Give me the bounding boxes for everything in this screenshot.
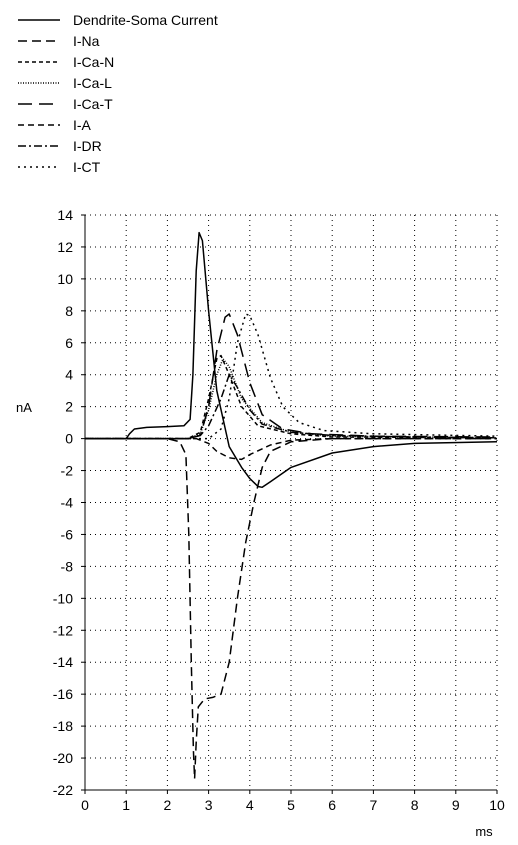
y-tick-label: -20 bbox=[53, 750, 73, 766]
y-tick-label: -14 bbox=[53, 654, 73, 670]
legend-label: I-Ca-N bbox=[73, 54, 114, 70]
legend-label: I-A bbox=[73, 117, 92, 133]
y-tick-label: 2 bbox=[65, 399, 73, 415]
y-axis-label: nA bbox=[16, 400, 32, 415]
series-line-4 bbox=[85, 358, 498, 440]
series-line-3 bbox=[85, 354, 498, 440]
x-tick-label: 8 bbox=[411, 797, 419, 813]
y-tick-label: 14 bbox=[57, 207, 73, 223]
x-tick-label: 9 bbox=[452, 797, 460, 813]
legend-label: I-CT bbox=[73, 159, 101, 175]
y-tick-label: -10 bbox=[53, 590, 73, 606]
x-tick-label: 7 bbox=[370, 797, 378, 813]
legend: Dendrite-Soma Current I-Na I-Ca-N I-Ca-L I-C… bbox=[18, 12, 218, 175]
x-tick-label: 2 bbox=[164, 797, 172, 813]
series-line-7 bbox=[85, 373, 498, 440]
legend-label: I-DR bbox=[73, 138, 102, 154]
series-line-2 bbox=[85, 437, 497, 780]
legend-label: I-Ca-L bbox=[73, 75, 112, 91]
x-axis-label: ms bbox=[475, 824, 493, 839]
x-tick-label: 1 bbox=[122, 797, 130, 813]
legend-label: Dendrite-Soma Current bbox=[73, 12, 218, 28]
series-line-8 bbox=[85, 313, 498, 440]
y-tick-label: -2 bbox=[61, 463, 74, 479]
grid bbox=[85, 215, 497, 790]
legend-label: I-Na bbox=[73, 33, 100, 49]
y-tick-label: 10 bbox=[57, 271, 73, 287]
y-tick-label: 0 bbox=[65, 431, 73, 447]
y-tick-label: 8 bbox=[65, 303, 73, 319]
y-tick-label: 4 bbox=[65, 367, 73, 383]
y-tick-label: 6 bbox=[65, 335, 73, 351]
y-tick-label: -18 bbox=[53, 718, 73, 734]
x-tick-label: 0 bbox=[81, 797, 89, 813]
series-line-5 bbox=[85, 313, 498, 440]
y-tick-label: -12 bbox=[53, 622, 73, 638]
x-tick-label: 4 bbox=[246, 797, 254, 813]
x-tick-label: 10 bbox=[489, 797, 505, 813]
legend-label: I-Ca-T bbox=[73, 96, 113, 112]
y-tick-label: -4 bbox=[61, 495, 74, 511]
y-tick-label: -6 bbox=[61, 526, 74, 542]
axes: 14121086420-2-4-6-8-10-12-14-16-18-20-22… bbox=[53, 207, 505, 813]
y-tick-label: -22 bbox=[53, 782, 73, 798]
y-tick-label: -16 bbox=[53, 686, 73, 702]
series-line-1 bbox=[85, 231, 498, 489]
series-layer bbox=[85, 231, 498, 780]
y-tick-label: 12 bbox=[57, 239, 73, 255]
series-line-6 bbox=[85, 437, 497, 461]
y-tick-label: -8 bbox=[61, 558, 74, 574]
x-tick-label: 5 bbox=[287, 797, 295, 813]
x-tick-label: 3 bbox=[205, 797, 213, 813]
x-tick-label: 6 bbox=[328, 797, 336, 813]
